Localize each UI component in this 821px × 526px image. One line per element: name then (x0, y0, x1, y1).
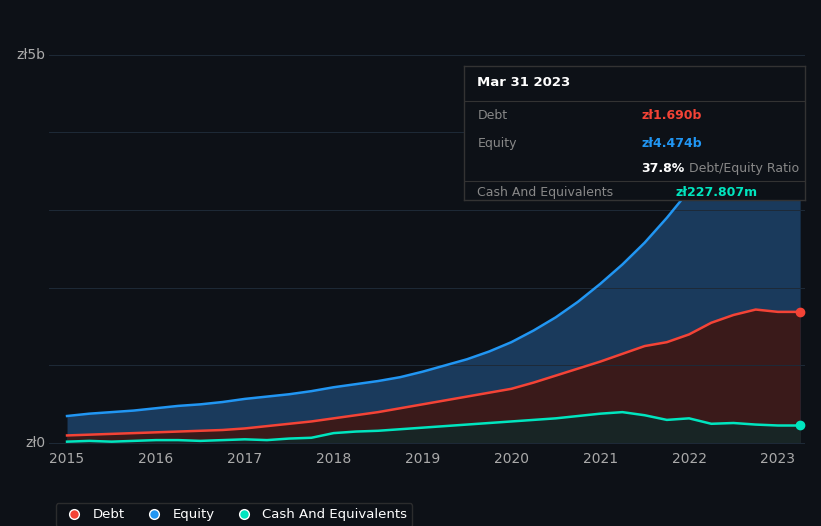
Text: Debt: Debt (478, 109, 507, 122)
Text: zł0: zł0 (25, 436, 45, 450)
Text: Mar 31 2023: Mar 31 2023 (478, 76, 571, 89)
Text: 37.8%: 37.8% (641, 163, 684, 175)
Text: Equity: Equity (478, 137, 517, 150)
Text: zł227.807m: zł227.807m (675, 186, 757, 199)
Text: Cash And Equivalents: Cash And Equivalents (478, 186, 613, 199)
Legend: Debt, Equity, Cash And Equivalents: Debt, Equity, Cash And Equivalents (56, 503, 412, 526)
Text: zł4.474b: zł4.474b (641, 137, 702, 150)
Text: Debt/Equity Ratio: Debt/Equity Ratio (689, 163, 799, 175)
Text: zł1.690b: zł1.690b (641, 109, 701, 122)
Text: zł5b: zł5b (16, 48, 45, 62)
